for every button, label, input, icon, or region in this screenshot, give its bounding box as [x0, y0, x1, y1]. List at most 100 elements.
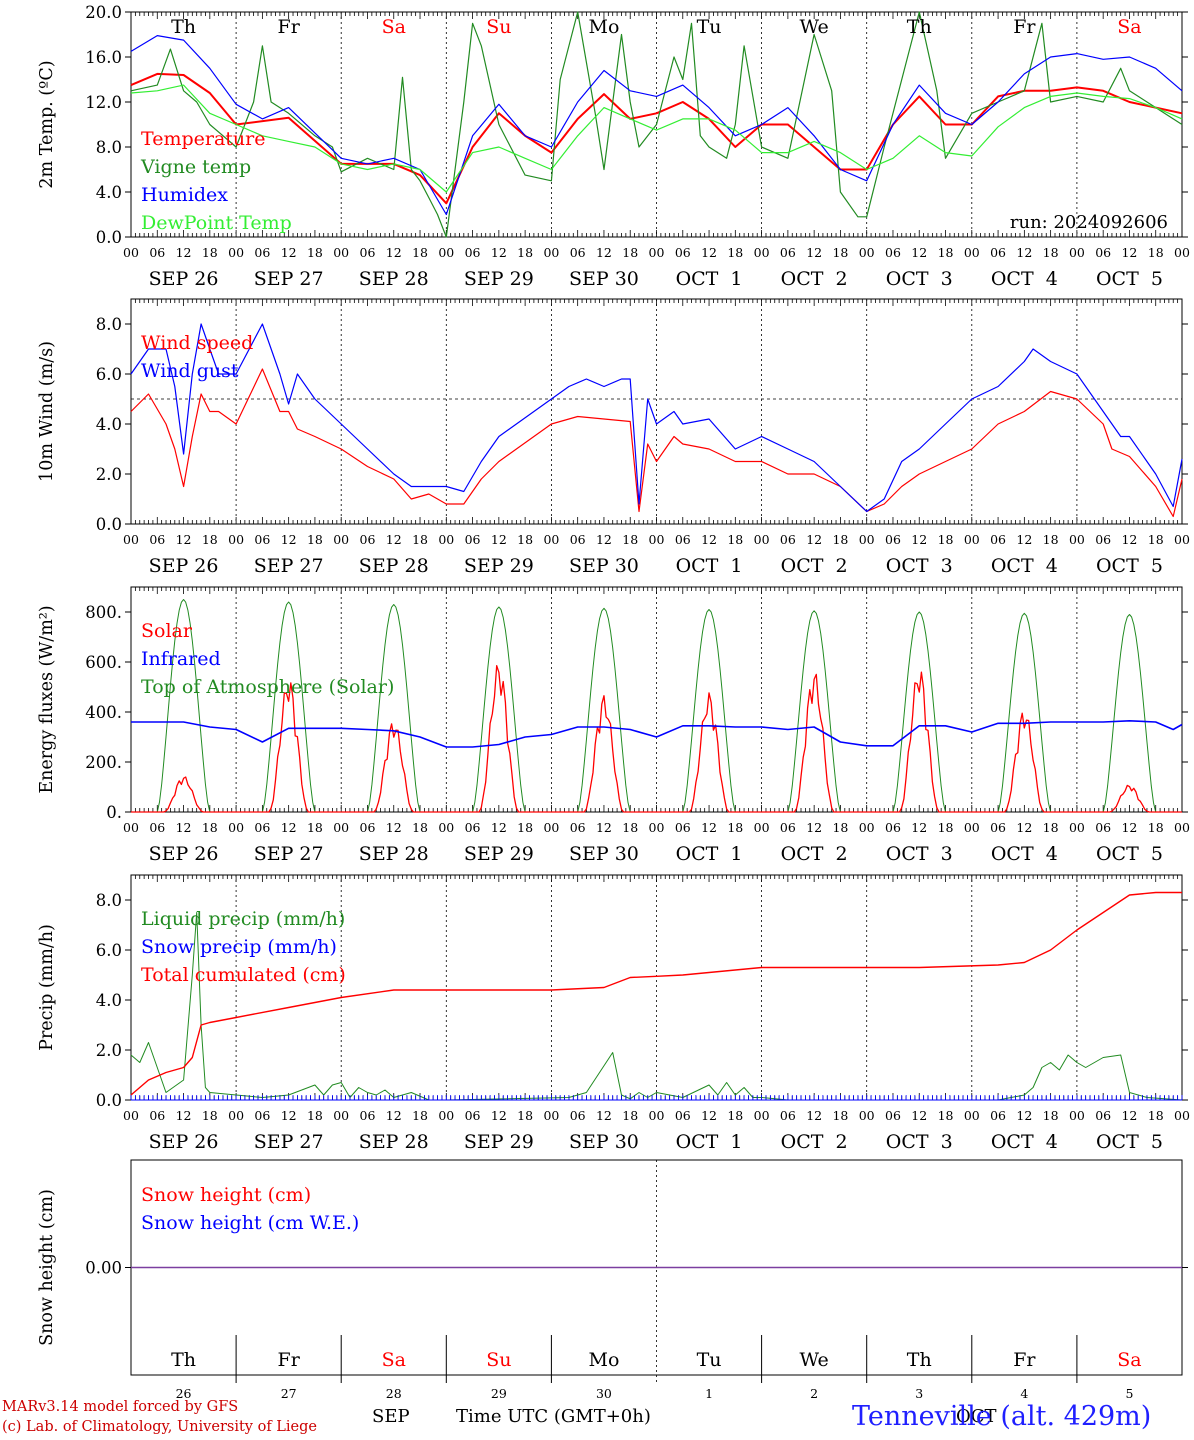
hour-tick-label: 18	[622, 245, 638, 260]
date-label: OCT 4	[991, 1131, 1058, 1153]
hour-tick-label: 12	[1121, 820, 1137, 835]
hour-tick-label: 18	[202, 820, 218, 835]
hour-tick-label: 06	[780, 532, 796, 547]
hour-tick-label: 06	[254, 532, 270, 547]
day-name-bottom: Th	[171, 1349, 196, 1371]
y-tick-label: 0.0	[96, 515, 122, 534]
hour-tick-label: 00	[964, 1108, 980, 1123]
hour-tick-label: 12	[596, 1108, 612, 1123]
hour-tick-label: 00	[859, 245, 875, 260]
hour-tick-label: 18	[412, 820, 428, 835]
hour-tick-label: 06	[990, 532, 1006, 547]
hour-tick-label: 00	[649, 1108, 665, 1123]
hour-tick-label: 00	[333, 532, 349, 547]
hour-tick-label: 12	[806, 245, 822, 260]
total-cumulated-cm-line	[130, 891, 1182, 1096]
dewpoint-templine	[130, 84, 1183, 193]
toa-solar-line-day-3	[446, 606, 552, 813]
hour-tick-label: 18	[938, 532, 954, 547]
toa-solar-line-day-2	[341, 604, 447, 813]
date-label: OCT 1	[676, 1131, 743, 1153]
hour-tick-label: 18	[1043, 1108, 1059, 1123]
hour-tick-label: 12	[806, 1108, 822, 1123]
hour-tick-label: 18	[832, 1108, 848, 1123]
hour-tick-label: 06	[675, 1108, 691, 1123]
hour-tick-label: 12	[281, 1108, 297, 1123]
hour-tick-label: 18	[622, 820, 638, 835]
hour-tick-label: 18	[517, 1108, 533, 1123]
day-number: 29	[491, 1386, 507, 1401]
hour-tick-label: 18	[517, 532, 533, 547]
hour-tick-label: 00	[649, 532, 665, 547]
hour-tick-label: 06	[149, 245, 165, 260]
hour-tick-label: 06	[780, 820, 796, 835]
day-name-top: Fr	[278, 16, 301, 38]
energy-y-axis-label: Energy fluxes (W/m²)	[37, 605, 57, 793]
hour-tick-label: 18	[1148, 1108, 1164, 1123]
hour-tick-label: 12	[491, 1108, 507, 1123]
date-label: SEP 27	[254, 1131, 324, 1153]
date-label: SEP 28	[359, 1131, 429, 1153]
infrared-line	[131, 720, 1183, 748]
date-label: SEP 30	[569, 1131, 639, 1153]
hour-tick-label: 00	[754, 820, 770, 835]
hour-tick-label: 12	[1016, 532, 1032, 547]
run-label: run: 2024092606	[1010, 212, 1168, 233]
hour-tick-label: 12	[386, 1108, 402, 1123]
hour-tick-label: 00	[964, 532, 980, 547]
hour-tick-label: 00	[1174, 532, 1190, 547]
y-tick-label: 16.0	[85, 48, 122, 67]
date-label: OCT 5	[1096, 555, 1163, 577]
month-label-oct: OCT	[956, 1406, 997, 1427]
hour-tick-label: 06	[149, 532, 165, 547]
y-tick-label: 4.0	[96, 991, 122, 1010]
hour-tick-label: 06	[360, 245, 376, 260]
solar-line-day-0	[131, 776, 237, 813]
legend-vigne-temp: Vigne temp	[140, 156, 251, 178]
hour-tick-label: 00	[438, 245, 454, 260]
hour-tick-label: 00	[228, 820, 244, 835]
day-number: 2	[810, 1386, 818, 1401]
hour-tick-label: 06	[990, 820, 1006, 835]
hour-tick-label: 12	[491, 820, 507, 835]
hour-tick-label: 12	[491, 532, 507, 547]
hour-tick-label: 00	[438, 820, 454, 835]
hour-tick-label: 12	[386, 245, 402, 260]
hour-tick-label: 06	[570, 820, 586, 835]
precip-y-axis-label: Precip (mm/h)	[37, 924, 57, 1051]
hour-tick-label: 18	[307, 820, 323, 835]
day-name-top: Th	[171, 16, 196, 38]
hour-tick-label: 00	[123, 820, 139, 835]
hour-tick-label: 12	[596, 245, 612, 260]
hour-tick-label: 18	[412, 245, 428, 260]
panel-precip: 00 06 12 18 00 06 12 18 00 06 12 18 00 06 12 18 00 06 12 18…	[37, 874, 1190, 1153]
date-label: SEP 29	[464, 268, 534, 290]
legend-liquid-precip-mm-h: Liquid precip (mm/h)	[141, 908, 345, 930]
solar-line-day-5	[656, 692, 762, 813]
y-tick-label: 0.00	[85, 1259, 122, 1278]
hour-tick-label: 06	[675, 245, 691, 260]
hour-tick-label: 12	[701, 820, 717, 835]
hour-tick-label: 18	[622, 1108, 638, 1123]
hour-tick-label: 18	[1148, 820, 1164, 835]
hour-tick-label: 18	[622, 532, 638, 547]
hour-tick-label: 18	[1043, 245, 1059, 260]
y-tick-label: 6.0	[96, 941, 122, 960]
hour-tick-label: 06	[1095, 820, 1111, 835]
date-label: OCT 3	[886, 843, 953, 865]
hour-tick-label: 00	[1174, 1108, 1190, 1123]
hour-tick-label: 12	[596, 532, 612, 547]
hour-tick-label: 12	[701, 1108, 717, 1123]
toa-solar-line-day-8	[971, 612, 1077, 813]
date-label: OCT 1	[676, 268, 743, 290]
hour-tick-label: 00	[333, 820, 349, 835]
date-label: SEP 30	[569, 555, 639, 577]
hour-tick-label: 00	[754, 1108, 770, 1123]
hour-tick-label: 12	[911, 1108, 927, 1123]
date-label: OCT 3	[886, 1131, 953, 1153]
y-tick-label: 8.0	[96, 138, 122, 157]
hour-tick-label: 06	[360, 1108, 376, 1123]
solar-line-day-6	[761, 673, 867, 813]
panel-wind: 00 06 12 18 00 06 12 18 00 06 12 18 00 06 12 18 00 06 12 18…	[37, 298, 1190, 577]
